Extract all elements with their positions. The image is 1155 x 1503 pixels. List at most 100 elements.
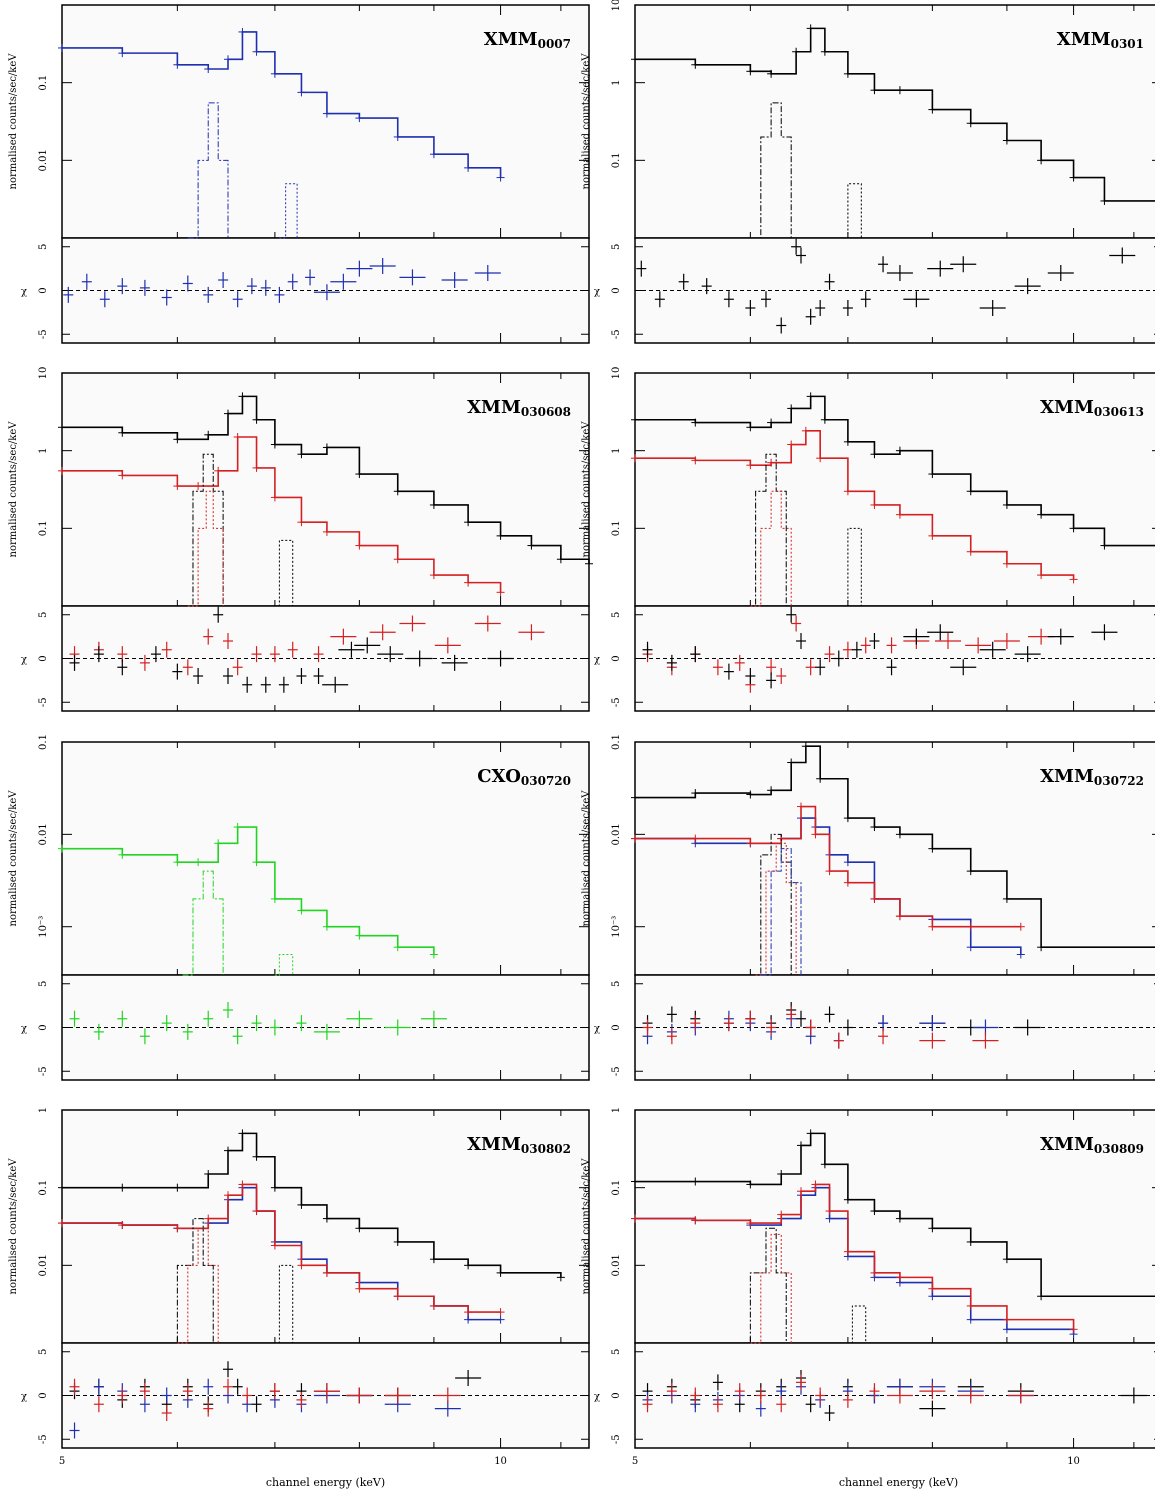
panel-title: XMM030722 xyxy=(1040,766,1144,788)
y-tick-label: 0.01 xyxy=(38,1254,49,1276)
residual-tick-label: 5 xyxy=(611,981,622,987)
panel-title-subscript: 0007 xyxy=(538,37,571,51)
spectrum-series-3 xyxy=(182,453,224,607)
x-tick-label: 5 xyxy=(59,1456,65,1467)
spectrum-series-6 xyxy=(274,1264,294,1344)
panel-title-main: XMM xyxy=(467,1134,521,1155)
residual-tick-label: 0 xyxy=(611,1392,622,1398)
spectrum-series-4 xyxy=(750,833,792,976)
y-tick-label: 1 xyxy=(611,1107,622,1113)
panel-title-subscript: 030720 xyxy=(521,774,571,788)
panel-title-main: XMM xyxy=(1040,1134,1094,1155)
y-tick-label: 10⁻³ xyxy=(38,916,49,938)
spectrum-series-2 xyxy=(182,870,224,976)
residual-tick-label: 5 xyxy=(611,244,622,250)
spectrum-series-4 xyxy=(166,1218,214,1344)
x-axis-label: channel energy (keV) xyxy=(266,1476,385,1489)
panel-6: XMM030722 normalised counts/sec/keV χ 10⁻³ 0… xyxy=(581,734,1155,1081)
residual-tick-label: -5 xyxy=(611,1434,622,1444)
spectrum-series-2 xyxy=(739,102,792,239)
y-tick-label: 0.1 xyxy=(611,520,622,536)
y-tick-label: 0.01 xyxy=(611,1254,622,1276)
residual-tick-label: 0 xyxy=(611,287,622,293)
spectrum-frame xyxy=(61,372,590,607)
spectrum-series-5 xyxy=(843,527,862,607)
y-tick-label: 0.01 xyxy=(611,823,622,845)
y-tick-label: 1 xyxy=(611,447,622,453)
panel-title: XMM030802 xyxy=(467,1134,571,1156)
panel-title-main: XMM xyxy=(467,397,521,418)
y-tick-label: 0.1 xyxy=(611,152,622,168)
panel-title: XMM030608 xyxy=(467,397,571,419)
panel-title: XMM030809 xyxy=(1040,1134,1144,1156)
y-tick-label: 0.1 xyxy=(38,1180,49,1196)
panel-title-subscript: 030722 xyxy=(1094,774,1144,788)
residual-tick-label: -5 xyxy=(38,1434,49,1444)
y-tick-label: 0.1 xyxy=(38,734,49,750)
y-tick-label: 0.1 xyxy=(38,520,49,536)
residual-tick-label: -5 xyxy=(611,329,622,339)
residual-tick-label: 0 xyxy=(611,1024,622,1030)
panel-title: XMM030613 xyxy=(1040,397,1144,419)
residual-tick-label: 5 xyxy=(38,981,49,987)
spectrum-series-5 xyxy=(177,1227,219,1344)
y-tick-label: 1 xyxy=(38,1107,49,1113)
y-axis-label: normalised counts/sec/keV xyxy=(8,53,19,190)
residual-axis-label: χ xyxy=(594,287,600,298)
residual-tick-label: 0 xyxy=(38,1024,49,1030)
residual-tick-label: 5 xyxy=(611,612,622,618)
y-axis-label: normalised counts/sec/keV xyxy=(581,421,592,558)
panel-title: XMM0007 xyxy=(484,29,571,51)
spectrum-series-4 xyxy=(739,1227,787,1344)
residual-tick-label: 5 xyxy=(38,612,49,618)
residual-tick-label: 5 xyxy=(611,1349,622,1355)
panel-title-main: XMM xyxy=(1040,766,1094,787)
spectrum-frame xyxy=(634,4,1155,239)
x-tick-label: 10 xyxy=(494,1456,507,1467)
y-tick-label: 0.1 xyxy=(38,75,49,91)
spectrum-series-1 xyxy=(635,1132,1155,1298)
residual-tick-label: -5 xyxy=(38,697,49,707)
residual-tick-label: -5 xyxy=(611,1066,622,1076)
residual-tick-label: 0 xyxy=(611,655,622,661)
y-axis-label: normalised counts/sec/keV xyxy=(581,790,592,927)
y-axis-label: normalised counts/sec/keV xyxy=(8,421,19,558)
y-tick-label: 10 xyxy=(38,367,49,380)
panel-8: XMM030809 normalised counts/sec/keV χ 0.01 0… xyxy=(581,1107,1155,1489)
panel-title-subscript: 030608 xyxy=(521,405,571,419)
panel-title-subscript: 0301 xyxy=(1111,37,1144,51)
y-axis-label: normalised counts/sec/keV xyxy=(581,53,592,190)
y-tick-label: 10 xyxy=(611,0,622,11)
y-tick-label: 1 xyxy=(38,447,49,453)
spectrum-series-3 xyxy=(279,183,298,239)
spectrum-frame xyxy=(634,1109,1155,1344)
residual-axis-label: χ xyxy=(594,655,600,666)
residual-tick-label: -5 xyxy=(38,1066,49,1076)
panel-1: XMM0007 normalised counts/sec/keV χ 0.01 0.1… xyxy=(8,4,590,344)
panel-title-subscript: 030802 xyxy=(521,1142,571,1156)
y-tick-label: 0.1 xyxy=(611,734,622,750)
spectrum-frame xyxy=(61,4,590,239)
panel-title-subscript: 030809 xyxy=(1094,1142,1144,1156)
spectrum-frame xyxy=(634,372,1155,607)
spectrum-series-3 xyxy=(274,954,294,976)
x-tick-label: 10 xyxy=(1067,1456,1080,1467)
panel-title: XMM0301 xyxy=(1057,29,1144,51)
residual-tick-label: -5 xyxy=(38,329,49,339)
panel-title: CXO030720 xyxy=(477,766,571,788)
residual-tick-label: 5 xyxy=(38,1349,49,1355)
spectrum-series-2 xyxy=(187,102,229,239)
y-tick-label: 1 xyxy=(611,79,622,85)
panel-3: XMM030608 normalised counts/sec/keV χ 0.1 1 1… xyxy=(8,367,593,712)
y-axis-label: normalised counts/sec/keV xyxy=(8,1158,19,1295)
residual-tick-label: -5 xyxy=(611,697,622,707)
spectrum-frame xyxy=(634,741,1155,976)
y-tick-label: 0.01 xyxy=(38,823,49,845)
spectrum-series-3 xyxy=(843,183,862,239)
residual-tick-label: 0 xyxy=(38,655,49,661)
panel-7: XMM030802 normalised counts/sec/keV χ 0.01 0… xyxy=(8,1107,590,1489)
panel-title-main: CXO xyxy=(477,766,521,787)
spectrum-series-4 xyxy=(187,490,224,607)
